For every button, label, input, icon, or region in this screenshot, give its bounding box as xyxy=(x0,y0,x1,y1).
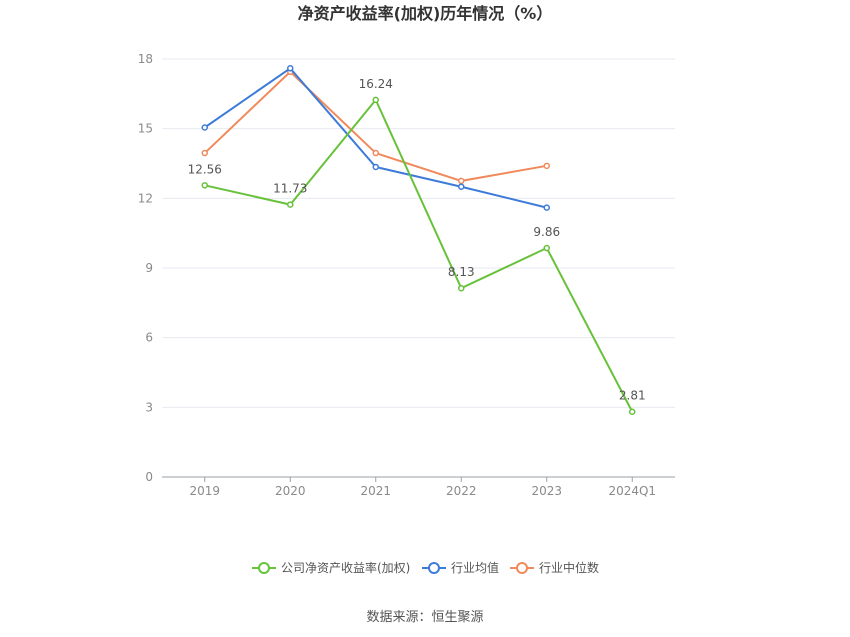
data-point xyxy=(458,177,465,185)
y-tick-label: 9 xyxy=(145,261,153,275)
x-tick-label: 2021 xyxy=(360,484,391,498)
y-tick-label: 0 xyxy=(145,470,153,484)
data-point xyxy=(287,65,294,72)
y-tick-label: 12 xyxy=(138,191,153,205)
series-2 xyxy=(201,68,550,185)
x-tick-label: 2024Q1 xyxy=(608,484,656,498)
grid-layer xyxy=(162,58,675,408)
data-label: 9.86 xyxy=(533,225,560,239)
data-label: 11.73 xyxy=(273,182,307,196)
data-point xyxy=(543,204,550,211)
legend-marker xyxy=(258,562,270,574)
x-tick-label: 2019 xyxy=(189,484,220,498)
series-layer xyxy=(201,65,636,415)
data-point xyxy=(372,96,379,104)
data-point xyxy=(458,183,465,190)
y-tick-label: 6 xyxy=(145,331,153,345)
data-label: 16.24 xyxy=(359,77,393,91)
axis-layer: 0 3 6 9 12 15 18 2019 2020 2021 2022 2023 2024Q1 xyxy=(138,52,675,498)
data-point xyxy=(287,201,294,208)
data-point xyxy=(543,244,550,252)
series-line xyxy=(204,97,634,413)
y-tick-label: 3 xyxy=(145,400,153,414)
data-point xyxy=(629,408,636,415)
data-point xyxy=(201,149,208,157)
legend-label: 行业中位数 xyxy=(539,560,599,575)
source-text: 数据来源：恒生聚源 xyxy=(366,610,483,625)
data-point xyxy=(543,162,550,170)
series-0 xyxy=(201,96,636,415)
data-point xyxy=(201,124,208,131)
data-label: 12.56 xyxy=(188,162,222,176)
legend-marker xyxy=(516,562,528,574)
x-tick-label: 2022 xyxy=(446,484,477,498)
x-tick-label: 2020 xyxy=(275,484,306,498)
data-point xyxy=(458,284,465,292)
y-tick-label: 18 xyxy=(138,52,153,66)
y-tick-label: 15 xyxy=(138,122,153,136)
data-label: 8.13 xyxy=(448,265,475,279)
legend-item-0[interactable]: 公司净资产收益率(加权) xyxy=(252,560,410,575)
data-point xyxy=(372,149,379,157)
legend-label: 公司净资产收益率(加权) xyxy=(281,560,410,575)
series-1 xyxy=(201,65,550,211)
chart-title: 净资产收益率(加权)历年情况（%） xyxy=(298,4,553,23)
legend-label: 行业均值 xyxy=(451,560,499,575)
legend-item-1[interactable]: 行业均值 xyxy=(422,560,499,575)
data-label: 2.81 xyxy=(619,389,646,403)
legend-item-2[interactable]: 行业中位数 xyxy=(510,560,599,575)
legend-marker xyxy=(428,562,440,574)
legend: 公司净资产收益率(加权) 行业均值 行业中位数 xyxy=(252,560,599,575)
x-tick-label: 2023 xyxy=(531,484,562,498)
data-label-layer: 12.56 11.73 16.24 8.13 9.86 2.81 xyxy=(188,77,646,403)
data-point xyxy=(372,163,379,171)
data-point xyxy=(201,182,208,189)
